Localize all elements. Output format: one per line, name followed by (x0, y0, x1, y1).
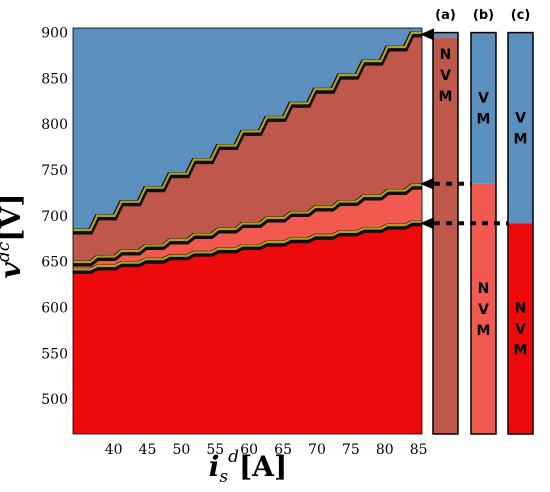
x-tick-45: 45 (139, 442, 157, 458)
x-tick-80: 80 (376, 442, 394, 458)
y-tick-800: 800 (41, 117, 68, 133)
x-tick-85: 85 (410, 442, 428, 458)
bar-2-segment-1-label: V (515, 110, 526, 126)
x-axis-symbol: i (209, 450, 220, 483)
x-axis-subscript: s (219, 467, 228, 487)
marker-0 (420, 28, 434, 41)
y-axis-symbol: v (0, 261, 27, 278)
bar-title-0: (a) (435, 8, 456, 23)
bar-2-segment-0 (508, 223, 533, 434)
bar-1-segment-1 (471, 32, 496, 184)
y-tick-850: 850 (41, 71, 68, 87)
bar-0-segment-0-label: M (439, 89, 453, 105)
x-tick-75: 75 (342, 442, 360, 458)
marker-arrow-0 (420, 28, 434, 41)
x-tick-labels: 40 45 50 55 60 65 70 75 80 85 (105, 442, 428, 458)
x-tick-60: 60 (240, 442, 258, 458)
bar-title-2: (c) (511, 8, 531, 23)
bar-1-segment-0-label: V (478, 302, 489, 318)
x-axis-unit: [A] (239, 450, 287, 483)
x-tick-40: 40 (105, 442, 123, 458)
boundary-lines (73, 31, 422, 274)
boundary-b3-band (73, 220, 422, 271)
plot-regions (73, 28, 422, 434)
bar-outline-1 (470, 31, 497, 435)
y-tick-labels: 500 550 600 650 700 750 800 850 900 (41, 26, 68, 409)
marker-2 (420, 217, 508, 230)
svg-text:isd[A]: isd[A] (209, 447, 288, 487)
x-tick-70: 70 (308, 442, 326, 458)
x-axis-label: isd[A] (209, 447, 288, 487)
bar-1-segment-1-label: M (477, 112, 491, 128)
bar-1-segment-0-label: M (477, 323, 491, 339)
marker-arrow-1 (420, 177, 434, 190)
bar-1-segment-0-label: N (478, 281, 490, 297)
y-tick-900: 900 (41, 26, 68, 42)
bar-0-segment-0 (433, 37, 458, 434)
marker-1 (420, 177, 471, 190)
x-tick-65: 65 (274, 442, 292, 458)
bar-1-segment-0 (471, 183, 496, 434)
x-tick-50: 50 (173, 442, 191, 458)
threshold-markers (420, 28, 508, 230)
bar-2-segment-0-label: V (515, 322, 526, 338)
bar-0-segment-0-label: V (440, 68, 451, 84)
bar-1-segment-1-label: V (478, 91, 489, 107)
boundary-b2-band (73, 184, 422, 264)
y-axis-superscript: dc (0, 241, 14, 262)
bar-title-1: (b) (473, 8, 494, 23)
y-tick-750: 750 (41, 163, 68, 179)
bar-outline-0 (432, 31, 459, 435)
bar-2-segment-0-label: N (515, 301, 527, 317)
bar-2-segment-1 (508, 32, 533, 224)
y-axis-unit: [V] (0, 194, 27, 242)
y-tick-650: 650 (41, 255, 68, 271)
boundary-b1-edge (73, 31, 422, 235)
svg-text:vdc[V]: vdc[V] (0, 194, 27, 279)
bar-0-segment-1 (433, 32, 458, 38)
marker-arrow-2 (420, 217, 434, 230)
bar-0: (a) NVM (432, 8, 459, 435)
y-tick-550: 550 (41, 346, 68, 362)
boundary-b3-edge (73, 220, 422, 274)
y-tick-600: 600 (41, 301, 68, 317)
region-bottom (73, 223, 422, 434)
boundary-b2-edge (73, 183, 422, 267)
y-tick-700: 700 (41, 209, 68, 225)
bar-outline-2 (507, 31, 534, 435)
y-tick-500: 500 (41, 392, 68, 408)
x-axis-superscript: d (228, 447, 239, 467)
plot-frame (72, 27, 423, 435)
x-tick-55: 55 (206, 442, 224, 458)
bar-0-segment-0-label: N (440, 47, 452, 63)
bar-2-segment-1-label: M (514, 131, 528, 147)
y-axis-label: vdc[V] (0, 194, 27, 279)
bar-2-segment-0-label: M (514, 343, 528, 359)
boundary-b1-band (73, 31, 422, 232)
